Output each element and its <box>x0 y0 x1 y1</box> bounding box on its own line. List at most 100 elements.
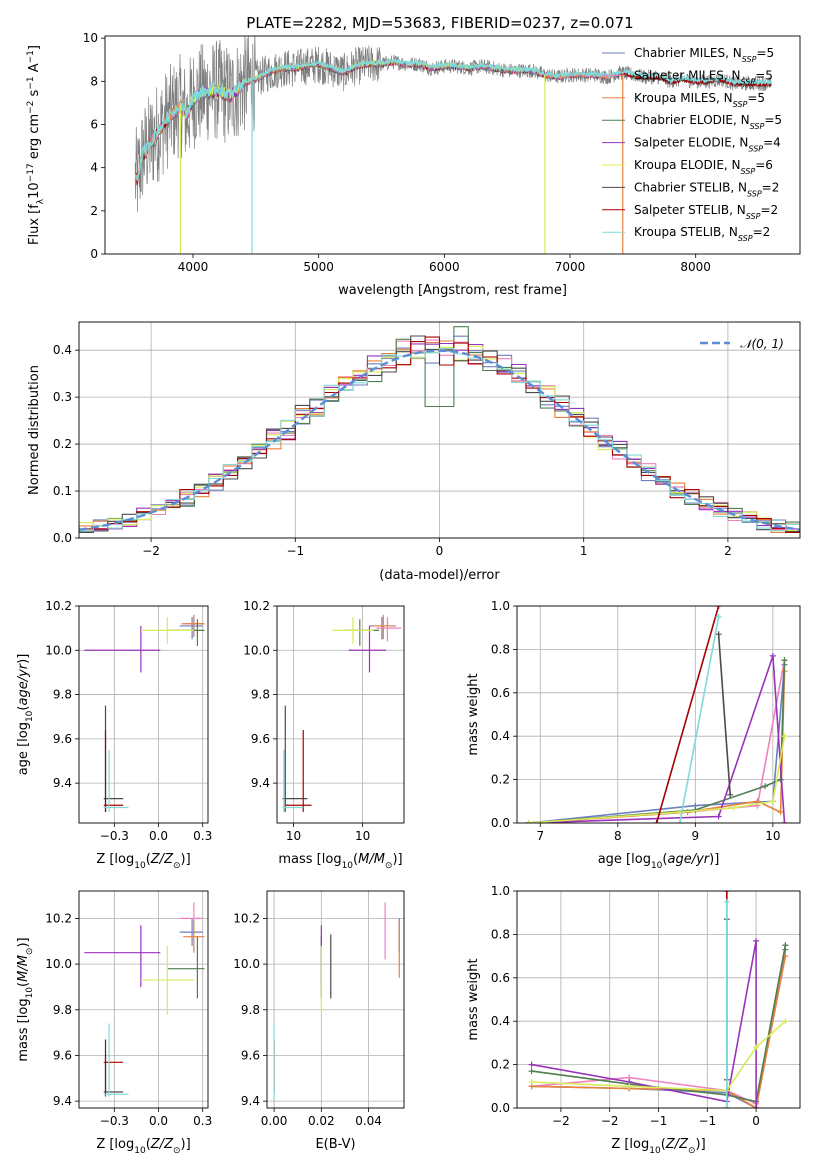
label-part: )] <box>709 852 719 867</box>
grid-lines <box>517 605 800 824</box>
x-axis-label: wavelength [Angstrom, rest frame] <box>338 283 567 298</box>
panel-0: 4000 5000 6000 7000 8000 0 2 4 6 8 10 wavelength [A… <box>26 31 801 298</box>
y-tick-label: 10.2 <box>45 599 72 613</box>
label-part: ( <box>146 1137 151 1152</box>
legend-label-kroupa_elodie: Kroupa ELODIE, NSSP=6 <box>634 158 773 176</box>
weight-marker-kroupa_elodie <box>525 820 532 823</box>
x-axis-label: Z [log10(Z/Z⊙)] <box>96 1137 190 1156</box>
x-axis-label: Z [log10(Z/Z⊙)] <box>96 852 190 871</box>
plot-area <box>273 902 400 1102</box>
legend-label-kroupa_stelib: Kroupa STELIB, NSSP=2 <box>634 225 770 243</box>
x-axis-label: (data-model)/error <box>379 568 500 583</box>
errorbar-salpeter_elodie <box>84 625 161 673</box>
x-tick-label: 5000 <box>303 260 334 274</box>
weight-marker-salpeter_stelib <box>723 891 730 894</box>
label-part: 10 <box>25 710 35 722</box>
x-tick-label: 0.0 <box>149 829 168 843</box>
weight-marker-salpeter_elodie <box>769 652 776 659</box>
label-part: s <box>27 89 42 100</box>
errorbar-salpeter_elodie <box>84 925 161 987</box>
legend-sub: SSP <box>733 99 748 108</box>
label-part: 10 <box>25 987 35 999</box>
legend-sub: SSP <box>748 144 763 153</box>
legend-text: Chabrier STELIB, N <box>634 180 747 194</box>
y-tick-label: 0.8 <box>491 927 510 941</box>
errorbar-salpeter_stelib <box>103 730 124 812</box>
x-tick-label: −2 <box>601 1114 619 1128</box>
plot-area <box>84 902 205 1097</box>
x-axis-label: Z [log10(Z/Z⊙)] <box>611 1137 705 1156</box>
label-part: age/yr <box>16 662 31 705</box>
y-tick-label: 9.8 <box>53 1003 72 1017</box>
x-tick-label: 1 <box>580 544 588 558</box>
panel-7: −2 −2 −1 −1 0 0.0 0.2 0.4 0.6 0.8 1.0 Z [log10(Z/Z⊙… <box>466 884 801 1156</box>
weight-marker-salpeter_elodie <box>753 937 760 944</box>
x-tick-label: −1 <box>698 1114 716 1128</box>
weight-line-kroupa_miles <box>528 671 786 823</box>
legend-label-salpeter_stelib: Salpeter STELIB, NSSP=2 <box>634 203 778 221</box>
legend-label-normal: 𝒩(0, 1) <box>740 337 784 351</box>
label-part: M/M <box>16 955 31 982</box>
legend-text: Kroupa STELIB, N <box>634 225 738 239</box>
x-tick-label: −2 <box>552 1114 570 1128</box>
legend: Chabrier MILES, NSSP=5 Salpeter MILES, N S… <box>602 46 782 243</box>
errorbar-kroupa_stelib <box>103 1023 129 1097</box>
x-axis-label: age [log10(age/yr)] <box>598 852 720 871</box>
x-tick-label: 10 <box>355 829 370 843</box>
errorbar-kroupa_elodie <box>332 617 374 644</box>
weight-marker-chabrier_elodie <box>528 1068 535 1075</box>
label-part: ⊙ <box>688 1146 696 1156</box>
errorbar-kroupa_stelib <box>103 749 129 812</box>
legend-label-salpeter_elodie: Salpeter ELODIE, NSSP=4 <box>634 136 781 154</box>
label-part: −17 <box>26 163 36 182</box>
legend-label-chabrier_miles: Chabrier MILES, NSSP=5 <box>634 46 774 64</box>
errorbar-kroupa_elodie <box>140 617 194 644</box>
plot-area <box>84 614 205 812</box>
y-tick-label: 0.3 <box>53 390 72 404</box>
label-part: λ <box>36 198 46 204</box>
legend-tail: =4 <box>763 136 781 150</box>
legend-sub: SSP <box>746 211 761 220</box>
weight-line-chabrier_miles <box>528 664 786 823</box>
y-tick-label: 1.0 <box>491 599 510 613</box>
label-part: )] <box>696 1137 706 1152</box>
y-tick-label: 9.8 <box>241 1003 260 1017</box>
x-tick-label: 0.00 <box>261 1114 288 1128</box>
weight-marker-kroupa_elodie <box>528 1078 535 1085</box>
y-tick-label: 9.8 <box>251 688 270 702</box>
weight-line-salpeter_miles <box>528 660 786 823</box>
normal-curve <box>79 349 800 531</box>
y-tick-label: 0.4 <box>491 729 510 743</box>
label-part: )] <box>181 1137 191 1152</box>
legend-label-chabrier_stelib: Chabrier STELIB, NSSP=2 <box>634 180 779 198</box>
label-part: )] <box>16 654 31 664</box>
label-part: 10 <box>342 861 354 871</box>
errorbar-salpeter_miles <box>179 902 203 935</box>
weight-marker-salpeter_elodie <box>528 1061 535 1068</box>
y-axis-label: age [log10(age/yr)] <box>16 654 35 776</box>
weight-marker-kroupa_elodie <box>731 804 738 811</box>
y-tick-label: 0.4 <box>53 343 72 357</box>
label-part: ( <box>146 852 151 867</box>
label-part: Z [log <box>611 1137 649 1152</box>
label-part: )] <box>392 852 402 867</box>
legend-tail: =6 <box>755 158 773 172</box>
model-spectrum-kroupa_stelib <box>135 57 772 180</box>
x-tick-label: 10 <box>286 829 301 843</box>
x-axis-label: E(B-V) <box>315 1137 355 1152</box>
label-part: Z/Z <box>665 1137 689 1152</box>
weight-marker-kroupa_stelib <box>723 1105 730 1108</box>
legend-text: Salpeter MILES, N <box>634 68 741 82</box>
weight-marker-chabrier_stelib <box>715 631 722 638</box>
weight-marker-kroupa_elodie <box>769 798 776 805</box>
label-part: ( <box>661 1137 666 1152</box>
y-tick-label: 1.0 <box>491 884 510 898</box>
y-tick-label: 0.6 <box>491 971 510 985</box>
x-tick-label: −1 <box>650 1114 668 1128</box>
weight-line-salpeter_stelib <box>655 606 720 823</box>
x-tick-label: 7000 <box>555 260 586 274</box>
x-tick-label: 6000 <box>429 260 460 274</box>
x-tick-label: 4000 <box>178 260 209 274</box>
label-part: 10 <box>134 861 146 871</box>
y-tick-label: 0.0 <box>491 1101 510 1115</box>
